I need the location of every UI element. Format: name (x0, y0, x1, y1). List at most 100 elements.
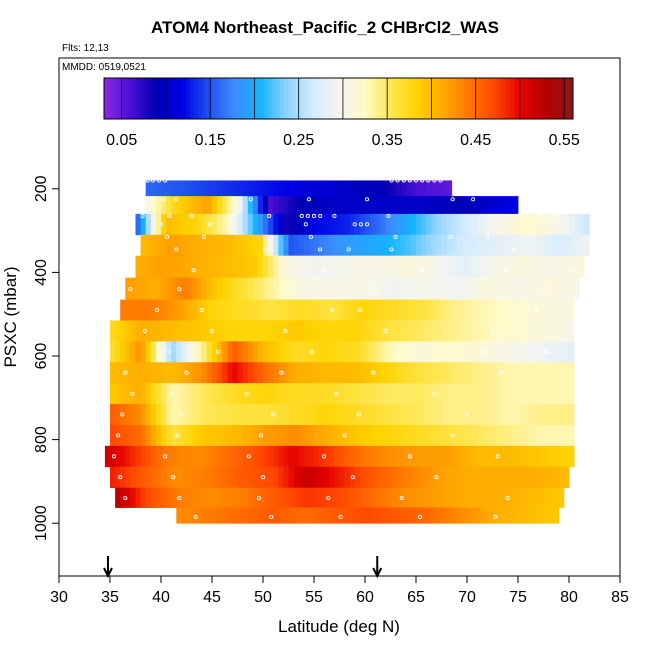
x-tick-label: 30 (50, 589, 68, 606)
heatmap-cell (166, 362, 172, 384)
heatmap-cell (273, 507, 279, 524)
heatmap-cell (456, 424, 463, 447)
heatmap-cell (329, 445, 335, 468)
heatmap-cell (400, 196, 407, 215)
heatmap-cell (456, 362, 463, 384)
heatmap-cell (252, 466, 259, 489)
heatmap-cell (395, 466, 402, 489)
heatmap-cell (421, 424, 427, 447)
heatmap-cell (161, 404, 167, 426)
heatmap-cell (247, 196, 254, 215)
heatmap-cell (395, 362, 402, 384)
heatmap-cell (227, 383, 233, 405)
heatmap-cell (385, 466, 391, 489)
colorbar-frame (103, 77, 574, 120)
heatmap-cell (574, 213, 580, 236)
heatmap-cell (548, 445, 555, 468)
heatmap-cell (125, 299, 131, 321)
heatmap-cell (171, 255, 177, 279)
heatmap-cell (472, 466, 478, 489)
heatmap-cell (140, 234, 147, 257)
heatmap-cell (359, 404, 366, 426)
heatmap-cell (451, 196, 458, 215)
heatmap-cell (227, 299, 233, 321)
x-tick-label: 75 (509, 589, 527, 606)
sample-marker (364, 197, 370, 202)
heatmap-cell (314, 507, 320, 524)
heatmap-cell (472, 487, 478, 508)
heatmap-cell (482, 383, 488, 405)
heatmap-cell (461, 255, 468, 279)
heatmap-cell (558, 234, 565, 257)
heatmap-cell (436, 277, 442, 300)
heatmap-cell (467, 507, 473, 524)
heatmap-cell (278, 424, 284, 447)
heatmap-cell (257, 277, 264, 300)
heatmap-cell (426, 320, 432, 342)
heatmap-cell (482, 424, 488, 447)
heatmap-cell (579, 234, 585, 257)
heatmap-cell (487, 445, 493, 468)
heatmap-cell (528, 404, 534, 426)
heatmap-cell (140, 424, 147, 447)
sample-marker (193, 514, 198, 519)
heatmap-cell (375, 507, 381, 524)
heatmap-cell (201, 341, 208, 363)
heatmap-cell (161, 341, 167, 363)
colorbar-segment (436, 78, 441, 119)
heatmap-cell (512, 424, 519, 447)
heatmap-cell (222, 383, 228, 405)
heatmap-cell (206, 362, 213, 384)
heatmap-cell (365, 362, 371, 384)
heatmap-cell (349, 383, 356, 405)
heatmap-cell (497, 299, 504, 321)
heatmap-cell (558, 362, 565, 384)
colorbar-segment (311, 78, 316, 119)
colorbar-tick-label: 0.15 (195, 132, 226, 149)
heatmap-cell (472, 507, 478, 524)
heatmap-cell (553, 320, 560, 342)
sample-marker (318, 213, 323, 219)
heatmap-cell (446, 299, 453, 321)
heatmap-cell (441, 507, 447, 524)
heatmap-cell (467, 487, 473, 508)
heatmap-cell (222, 424, 228, 447)
y-tick-label: 200 (33, 175, 50, 202)
heatmap-cell (222, 255, 228, 279)
x-axis-title: Latitude (deg N) (278, 617, 400, 636)
heatmap-cell (293, 180, 300, 197)
heatmap-cell (533, 507, 539, 524)
heatmap-cell (201, 362, 208, 384)
heatmap-cell (441, 255, 447, 279)
heatmap-cell (416, 255, 422, 279)
heatmap-cell (135, 320, 141, 342)
heatmap-cell (314, 255, 320, 279)
colorbar-segment (401, 78, 406, 119)
heatmap-cell (487, 383, 493, 405)
heatmap-cell (431, 507, 437, 524)
heatmap-cell (359, 507, 366, 524)
heatmap-cell (278, 341, 284, 363)
heatmap-cell (196, 196, 203, 215)
heatmap-cell (278, 487, 284, 508)
heatmap-cell (115, 424, 121, 447)
colorbar-segment (502, 78, 508, 119)
heatmap-cells (104, 180, 590, 524)
heatmap-cell (441, 299, 447, 321)
heatmap-cell (161, 466, 167, 489)
sample-marker (175, 433, 180, 438)
heatmap-cell (206, 445, 213, 468)
heatmap-cell (410, 299, 417, 321)
heatmap-cell (380, 341, 386, 363)
heatmap-cell (492, 196, 498, 215)
heatmap-cell (370, 424, 376, 447)
heatmap-cell (375, 196, 381, 215)
heatmap-cell (171, 445, 177, 468)
heatmap-cell (461, 277, 468, 300)
heatmap-cell (273, 424, 279, 447)
colorbar-segment (201, 78, 207, 119)
heatmap-cell (298, 341, 305, 363)
colorbar-segment (377, 78, 382, 119)
heatmap-cell (512, 213, 519, 236)
heatmap-cell (492, 341, 498, 363)
